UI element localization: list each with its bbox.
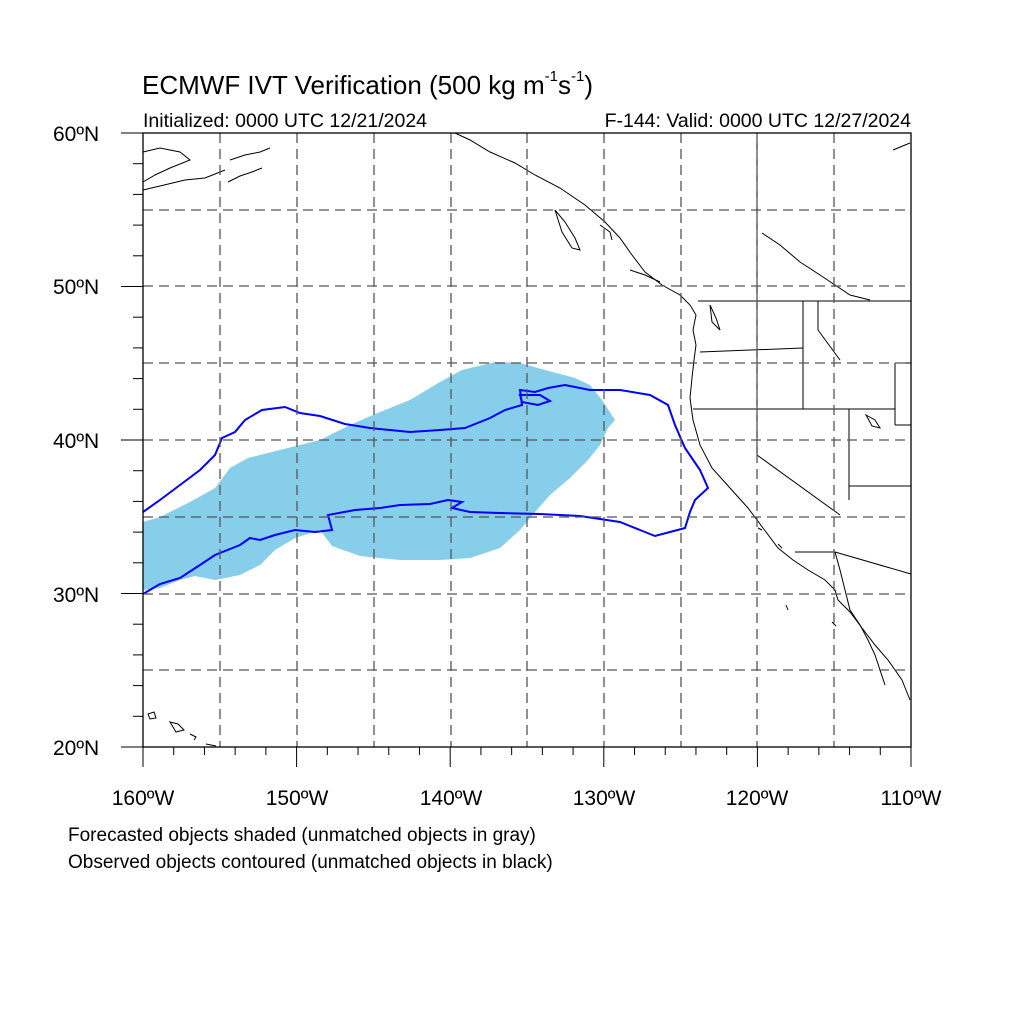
chart-title: ECMWF IVT Verification (500 kg m-1s-1)	[142, 68, 593, 100]
lat-label-40n: 40ºN	[53, 430, 99, 453]
graticule	[143, 133, 911, 747]
lon-label-160w: 160ºW	[112, 787, 175, 810]
observed-object-contours	[142, 383, 710, 595]
forecast-note: Forecasted objects shaded (unmatched obj…	[68, 825, 536, 846]
valid-time: F-144: Valid: 0000 UTC 12/27/2024	[604, 110, 911, 132]
forecast-object	[143, 362, 615, 590]
lon-label-120w: 120ºW	[726, 787, 789, 810]
lon-label-130w: 130ºW	[573, 787, 636, 810]
lat-label-20n: 20ºN	[53, 737, 99, 760]
lon-label-150w: 150ºW	[266, 787, 329, 810]
lat-label-60n: 60ºN	[53, 123, 99, 146]
state-borders	[693, 133, 912, 575]
lon-label-140w: 140ºW	[420, 787, 483, 810]
observed-note: Observed objects contoured (unmatched ob…	[68, 852, 553, 873]
lon-label-110w: 110ºW	[881, 787, 942, 810]
lat-label-50n: 50ºN	[53, 276, 99, 299]
initialized-time: Initialized: 0000 UTC 12/21/2024	[143, 110, 428, 132]
lat-label-30n: 30ºN	[53, 584, 99, 607]
axis-ticks	[121, 132, 912, 767]
coastline	[142, 132, 911, 747]
